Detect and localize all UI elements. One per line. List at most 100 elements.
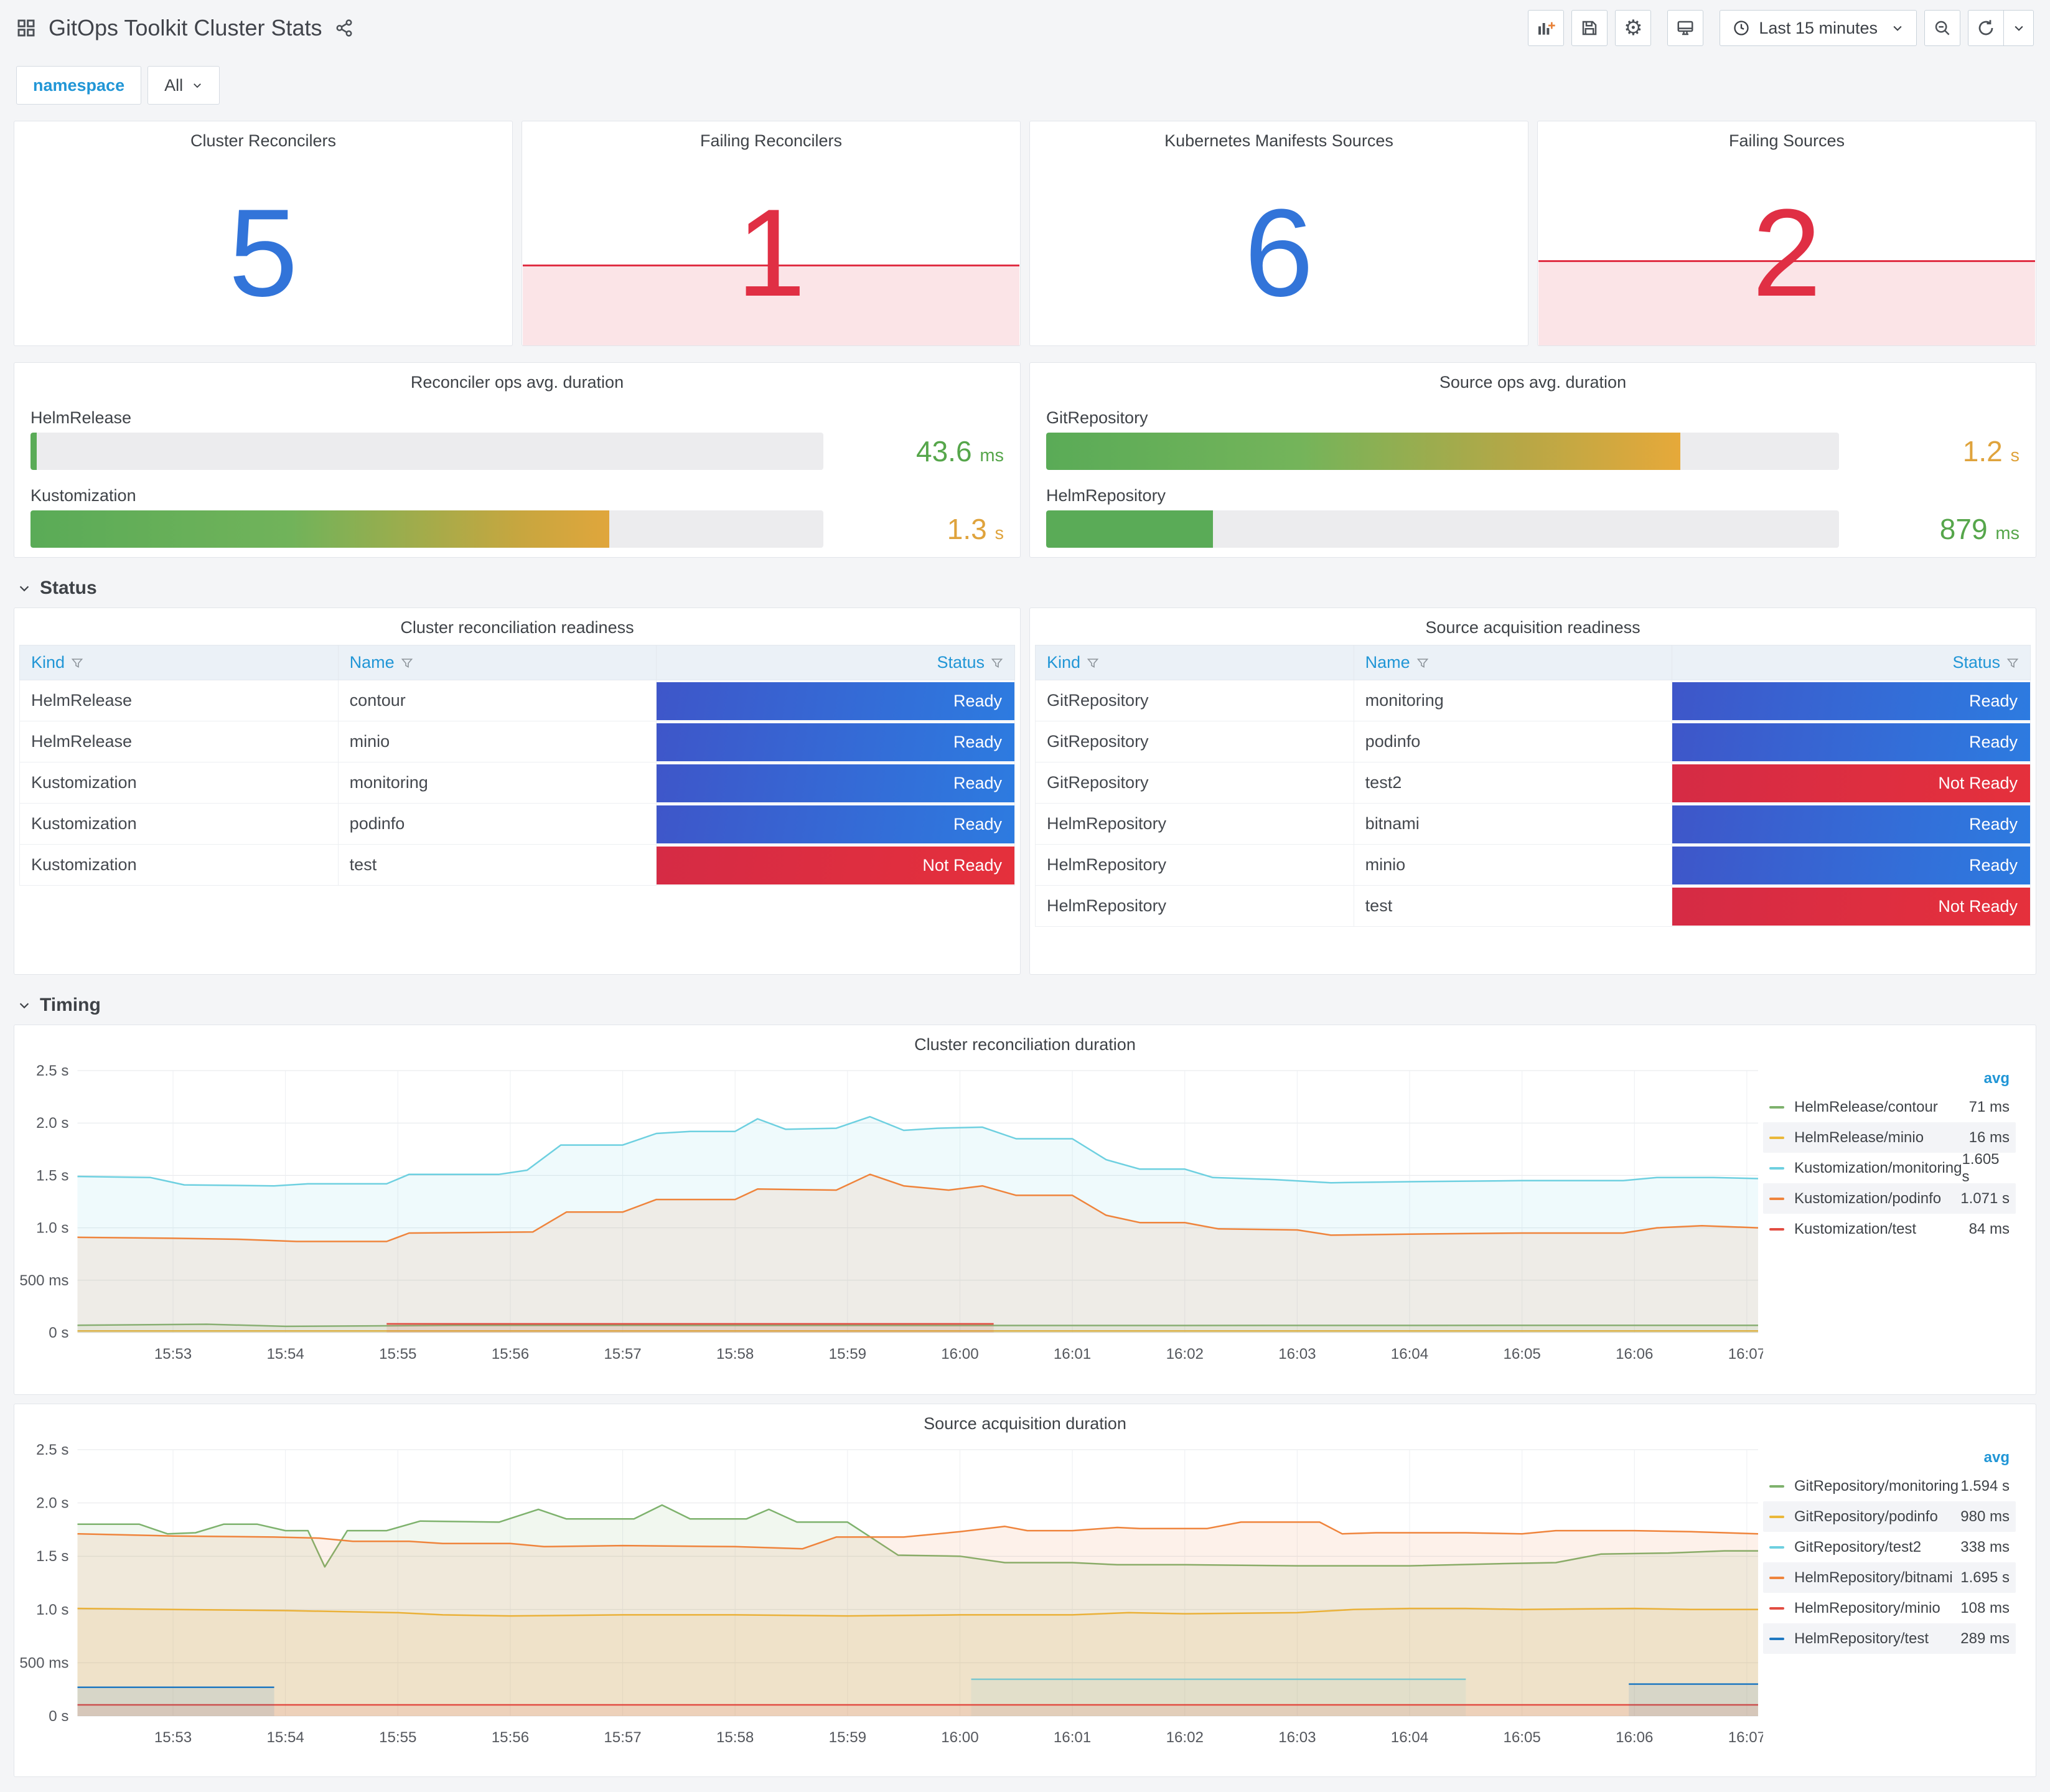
svg-text:16:00: 16:00 (941, 1729, 978, 1746)
sparkline (523, 265, 1019, 345)
legend-item[interactable]: HelmRepository/test 289 ms (1763, 1623, 2016, 1654)
zoom-out-button[interactable] (1924, 10, 1960, 46)
share-icon[interactable] (335, 19, 353, 37)
svg-text:0 s: 0 s (49, 1325, 68, 1341)
save-icon (1580, 19, 1599, 37)
tv-mode-button[interactable] (1667, 10, 1704, 46)
svg-text:15:55: 15:55 (379, 1729, 416, 1746)
series-avg-value: 16 ms (1968, 1128, 2010, 1146)
column-header-name[interactable]: Name (337, 645, 657, 680)
cell-kind: Kustomization (19, 844, 339, 886)
legend-item[interactable]: HelmRepository/bitnami 1.695 s (1763, 1562, 2016, 1593)
legend-item[interactable]: HelmRelease/contour 71 ms (1763, 1092, 2016, 1122)
svg-text:15:58: 15:58 (716, 1729, 754, 1746)
column-header-status[interactable]: Status (656, 645, 1015, 680)
filter-icon (401, 659, 413, 668)
filter-icon (991, 659, 1003, 668)
panel-cluster-reconcilers[interactable]: Cluster Reconcilers 5 (14, 121, 513, 346)
dashboard-grid-icon[interactable] (16, 18, 36, 38)
cell-status: Not Ready (1672, 885, 2031, 927)
series-color-swatch (1769, 1105, 1784, 1109)
template-variables: namespace All (14, 66, 2036, 105)
svg-text:2.5 s: 2.5 s (36, 1442, 68, 1458)
readiness-table: Kind Name Status GitRepository monitoring… (1035, 645, 2031, 927)
gauge-fill (1046, 433, 1681, 470)
status-badge: Ready (1672, 846, 2030, 884)
legend-item[interactable]: Kustomization/test 84 ms (1763, 1214, 2016, 1244)
section-timing[interactable]: Timing (17, 995, 2036, 1016)
status-badge: Not Ready (1672, 887, 2030, 926)
panel-kubernetes-manifests-sources[interactable]: Kubernetes Manifests Sources 6 (1029, 121, 1528, 346)
panel-title: Reconciler ops avg. duration (410, 373, 624, 392)
cell-kind: HelmRepository (1035, 885, 1354, 927)
top-bar: GitOps Toolkit Cluster Stats (14, 0, 2036, 47)
column-header-name[interactable]: Name (1353, 645, 1673, 680)
chart-legend: avg HelmRelease/contour 71 ms HelmRelease/… (1763, 1054, 2032, 1369)
legend-item[interactable]: HelmRepository/minio 108 ms (1763, 1593, 2016, 1623)
panel-cluster-reconciliation-readiness[interactable]: Cluster reconciliation readiness Kind Na… (14, 607, 1021, 975)
cell-status: Ready (1672, 803, 2031, 845)
column-header-kind[interactable]: Kind (1035, 645, 1354, 680)
panel-source-acquisition-readiness[interactable]: Source acquisition readiness Kind Name S… (1029, 607, 2036, 975)
legend-item[interactable]: HelmRelease/minio 16 ms (1763, 1122, 2016, 1153)
series-name: HelmRepository/minio (1794, 1599, 1940, 1616)
svg-text:16:02: 16:02 (1166, 1346, 1204, 1363)
column-header-status[interactable]: Status (1672, 645, 2031, 680)
cell-status: Ready (656, 680, 1015, 721)
series-name: HelmRepository/test (1794, 1630, 1929, 1647)
legend-avg-header[interactable]: avg (1983, 1449, 2010, 1466)
legend-item[interactable]: Kustomization/monitoring 1.605 s (1763, 1151, 2016, 1185)
legend-item[interactable]: GitRepository/podinfo 980 ms (1763, 1501, 2016, 1532)
panel-source-ops-avg-duration[interactable]: Source ops avg. duration GitRepository 1… (1029, 362, 2036, 558)
gauge-fill (30, 433, 37, 470)
legend-item[interactable]: Kustomization/podinfo 1.071 s (1763, 1183, 2016, 1214)
svg-text:1.0 s: 1.0 s (36, 1602, 68, 1618)
table-row: Kustomization podinfo Ready (19, 803, 1015, 845)
panel-reconciler-ops-avg-duration[interactable]: Reconciler ops avg. duration HelmRelease… (14, 362, 1021, 558)
series-name: Kustomization/test (1794, 1220, 1917, 1237)
section-status[interactable]: Status (17, 578, 2036, 599)
time-series-plot[interactable]: 0 s 500 ms 1.0 s 1.5 s 2.0 s 2.5 s 15:53 15:54 1… (18, 1433, 1763, 1752)
refresh-interval-dropdown[interactable] (2004, 10, 2034, 46)
legend-item[interactable]: GitRepository/monitoring 1.594 s (1763, 1471, 2016, 1501)
svg-text:15:59: 15:59 (829, 1346, 866, 1363)
refresh-icon (1977, 19, 1995, 37)
legend-item[interactable]: GitRepository/test2 338 ms (1763, 1532, 2016, 1562)
time-range-picker[interactable]: Last 15 minutes (1720, 10, 1917, 46)
panel-failing-reconcilers[interactable]: Failing Reconcilers 1 (522, 121, 1021, 346)
cell-name: monitoring (337, 762, 657, 804)
panel-source-acquisition-duration[interactable]: Source acquisition duration 0 s 500 ms 1.0… (14, 1404, 2036, 1777)
time-series-plot[interactable]: 0 s 500 ms 1.0 s 1.5 s 2.0 s 2.5 s 15:53 15:54 1… (18, 1054, 1763, 1369)
gauge-row: Kustomization 1.3 s (30, 486, 1004, 548)
column-header-kind[interactable]: Kind (19, 645, 339, 680)
variable-namespace-select[interactable]: All (147, 66, 220, 105)
table-row: GitRepository test2 Not Ready (1035, 762, 2031, 804)
svg-text:15:56: 15:56 (492, 1729, 529, 1746)
gauge-track (30, 433, 823, 470)
cell-kind: Kustomization (19, 803, 339, 845)
cell-name: test (337, 844, 657, 886)
refresh-button[interactable] (1968, 10, 2004, 46)
stat-value: 2 (1752, 184, 1822, 323)
filter-icon (1416, 659, 1428, 668)
save-dashboard-button[interactable] (1571, 10, 1608, 46)
legend-avg-header[interactable]: avg (1983, 1070, 2010, 1087)
svg-text:15:57: 15:57 (604, 1729, 641, 1746)
cell-name: monitoring (1353, 680, 1673, 721)
dashboard-settings-button[interactable]: ⚙ (1615, 10, 1652, 46)
series-avg-value: 1.695 s (1960, 1569, 2010, 1586)
svg-text:15:54: 15:54 (266, 1729, 304, 1746)
gauge-track (1046, 510, 1839, 548)
cell-name: test (1353, 885, 1673, 927)
cell-name: minio (337, 721, 657, 762)
series-color-swatch (1769, 1227, 1784, 1231)
svg-text:15:55: 15:55 (379, 1346, 416, 1363)
panel-failing-sources[interactable]: Failing Sources 2 (1537, 121, 2036, 346)
add-panel-button[interactable] (1528, 10, 1565, 46)
series-name: Kustomization/podinfo (1794, 1189, 1942, 1207)
gauge-fill (30, 510, 610, 548)
svg-text:15:59: 15:59 (829, 1729, 866, 1746)
panel-cluster-reconciliation-duration[interactable]: Cluster reconciliation duration 0 s 500 m… (14, 1025, 2036, 1395)
series-color-swatch (1769, 1136, 1784, 1139)
status-badge: Ready (657, 682, 1014, 720)
